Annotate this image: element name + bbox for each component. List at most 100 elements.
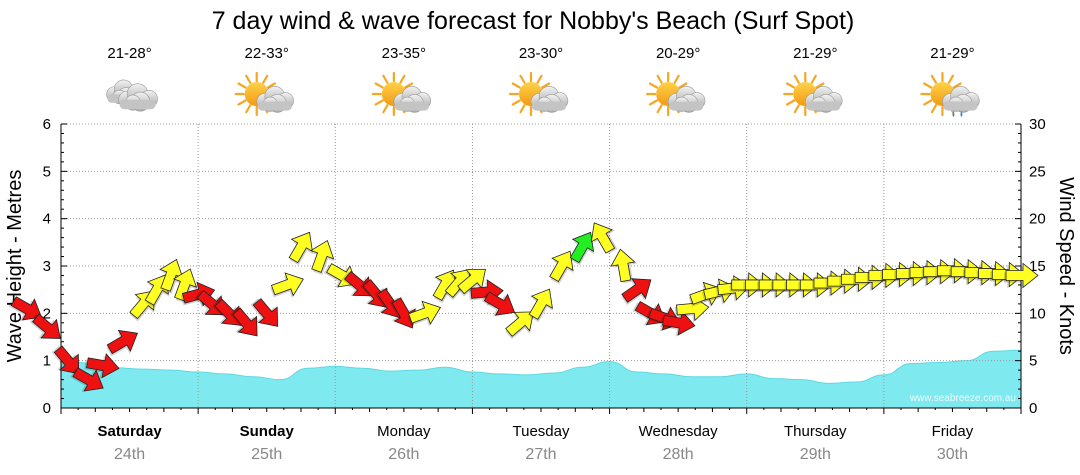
- wind-arrow: [389, 297, 416, 329]
- day-label: Tuesday: [513, 423, 570, 440]
- wind-arrow: [106, 329, 138, 357]
- sun-ray: [656, 74, 663, 84]
- cloud-shape: [530, 85, 569, 113]
- y-axis-left-label: Wave Height - Metres: [4, 170, 26, 363]
- wind-arrow-head: [391, 297, 416, 329]
- sun-ray: [678, 82, 688, 89]
- wind-arrow: [528, 288, 554, 323]
- cloud-base: [806, 101, 841, 111]
- wind-arrow: [51, 345, 80, 375]
- sun-ray: [237, 99, 247, 106]
- day-label: Saturday: [97, 423, 162, 440]
- sun-ray: [923, 99, 933, 106]
- sun-ray: [648, 82, 658, 89]
- wind-arrow-head: [172, 268, 198, 302]
- y-right-tick-label: 5: [1029, 353, 1037, 370]
- date-label: 29th: [800, 446, 831, 463]
- wind-arrow-head: [549, 250, 574, 283]
- wind-arrow: [84, 353, 120, 380]
- y-left-tick-label: 5: [43, 163, 51, 180]
- temperature-range: 23-35°: [382, 45, 426, 62]
- credit-watermark: www.seabreeze.com.au: [909, 393, 1016, 404]
- sun-ray: [399, 74, 406, 84]
- wind-arrow-head: [528, 288, 553, 320]
- wind-arrow-head: [610, 248, 636, 283]
- wind-arrow-head: [569, 231, 595, 264]
- date-label: 25th: [251, 446, 282, 463]
- y-left-tick-label: 3: [43, 258, 51, 275]
- sun-ray: [930, 74, 938, 84]
- sun-ray: [785, 99, 796, 106]
- partly-cloudy-rain-icon: [920, 71, 980, 117]
- sun-ray: [947, 74, 955, 84]
- sun-ray: [673, 74, 680, 84]
- wave-height-fill: [60, 349, 1022, 409]
- temperature-range: 21-28°: [107, 45, 151, 62]
- wind-arrow-head: [483, 291, 516, 316]
- wind-arrow: [432, 269, 458, 304]
- temperature-range: 22-33°: [245, 45, 289, 62]
- sun-ray: [785, 82, 796, 89]
- wind-arrow-head: [270, 272, 304, 297]
- wind-arrow: [310, 239, 335, 275]
- sun-ray: [382, 74, 389, 84]
- sun-ray: [648, 99, 658, 106]
- y-left-tick-label: 6: [43, 116, 51, 133]
- wind-arrow: [229, 307, 258, 337]
- wind-arrow-head: [408, 300, 442, 325]
- wind-arrow-head: [214, 298, 242, 326]
- wind-arrow: [621, 278, 652, 306]
- y-right-tick-label: 25: [1029, 163, 1046, 180]
- y-right-tick-label: 0: [1029, 400, 1037, 417]
- cloud-shape: [118, 83, 158, 112]
- chart-title: 7 day wind & wave forecast for Nobby's B…: [212, 7, 855, 35]
- wind-arrow: [590, 222, 618, 254]
- wind-arrow: [212, 298, 242, 326]
- wind-arrow: [569, 231, 595, 266]
- sun-ray: [245, 74, 252, 84]
- sun-ray: [930, 104, 938, 114]
- axes: 0 1 2 3 4 5 6 0 5 10 15 20 25 30: [43, 116, 1046, 417]
- wind-arrow: [407, 300, 442, 327]
- partly-cloudy-icon: [646, 71, 706, 117]
- sun-ray: [245, 104, 252, 114]
- sun-ray: [374, 99, 384, 106]
- wind-arrow: [341, 270, 373, 297]
- sun-ray: [511, 99, 521, 106]
- wind-arrow: [549, 250, 574, 285]
- wind-arrow-head: [106, 329, 138, 355]
- temperature-range: 20-29°: [656, 45, 700, 62]
- date-label: 26th: [388, 446, 419, 463]
- cloud-base: [394, 101, 429, 111]
- cloud-base: [531, 101, 567, 111]
- wind-arrow-head: [1005, 262, 1039, 289]
- wind-arrow-head: [252, 298, 279, 327]
- wind-arrows: [8, 222, 1039, 392]
- wind-arrow-head: [72, 367, 104, 392]
- y-left-tick-label: 4: [43, 211, 51, 228]
- wind-arrow: [70, 367, 104, 392]
- cloud-shape: [256, 85, 294, 113]
- raindrop: [960, 111, 963, 117]
- date-label: 27th: [525, 446, 556, 463]
- wind-arrow: [8, 296, 42, 321]
- partly-cloudy-icon: [371, 71, 432, 117]
- sun-ray: [262, 74, 269, 84]
- sun-ray: [266, 82, 277, 89]
- cloudy-icon: [106, 79, 158, 112]
- cloud-shape: [667, 85, 706, 113]
- date-label: 28th: [663, 446, 694, 463]
- weather-row: 21-28° 22-33° 23-35° 23-30° 20-29° 21-29° 21-2…: [106, 45, 980, 117]
- y-right-tick-label: 20: [1029, 211, 1046, 228]
- wind-arrow-head: [505, 311, 534, 337]
- x-axis-labels: Saturday 24th Sunday 25th Monday 26th Tuesday 2…: [97, 423, 973, 463]
- partly-cloudy-icon: [508, 71, 569, 117]
- wind-arrow: [250, 298, 279, 327]
- sun-ray: [952, 82, 962, 89]
- cloud-base: [669, 101, 704, 111]
- sun-ray: [404, 82, 414, 89]
- wind-arrow: [505, 311, 534, 340]
- temperature-range: 23-30°: [519, 45, 563, 62]
- sun-ray: [793, 104, 800, 114]
